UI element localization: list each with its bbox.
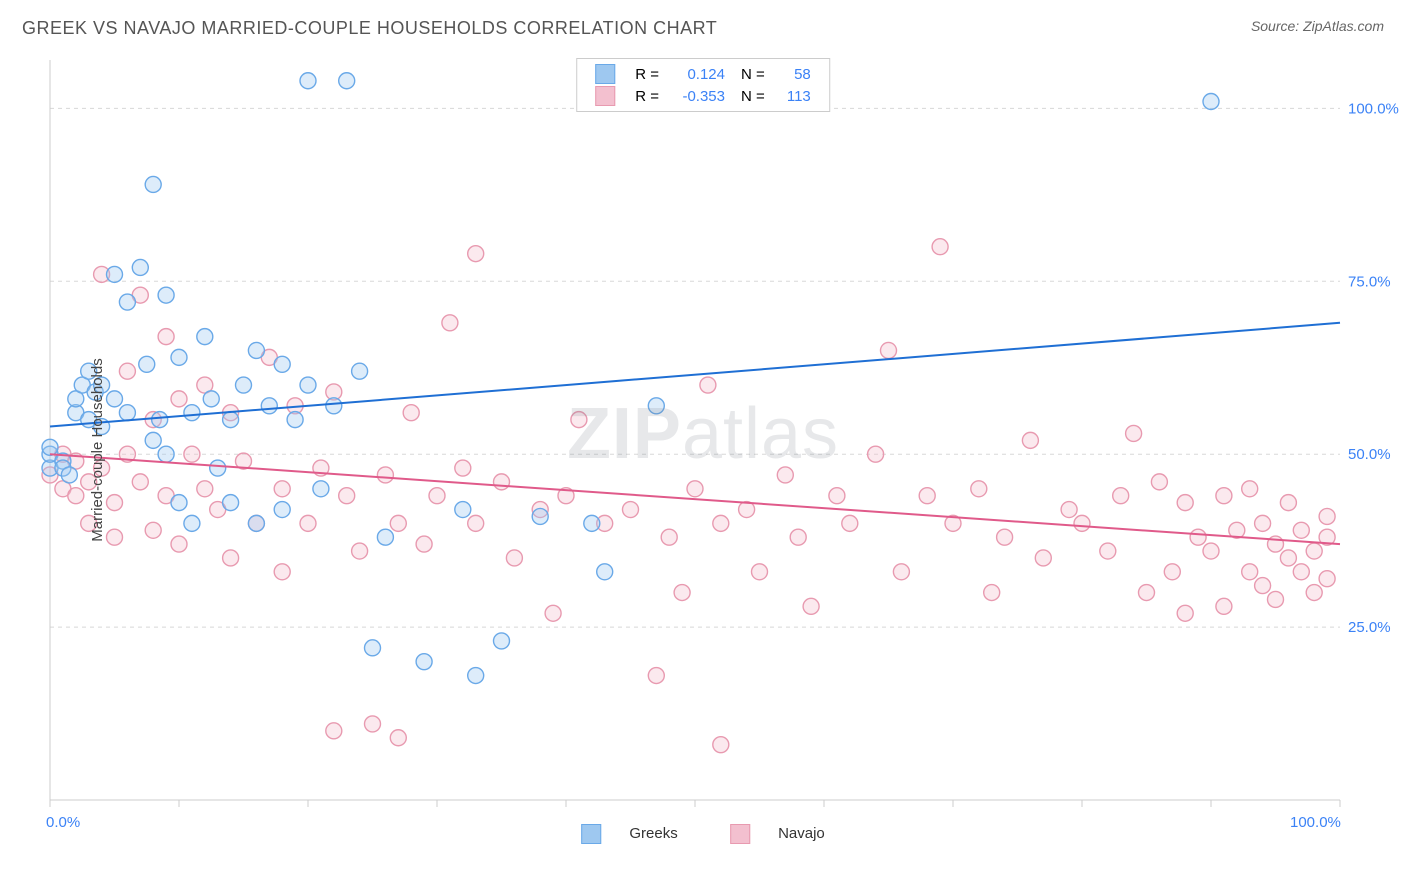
swatch-navajo bbox=[595, 86, 615, 106]
r-label: R = bbox=[627, 63, 667, 85]
series-legend: Greeks Navajo bbox=[557, 824, 849, 844]
r-label: R = bbox=[627, 85, 667, 107]
swatch-navajo-icon bbox=[730, 824, 750, 844]
y-axis-label: Married-couple Households bbox=[89, 358, 106, 541]
x-axis-max-label: 100.0% bbox=[1290, 814, 1341, 831]
legend-row-greeks: R = 0.124 N = 58 bbox=[587, 63, 819, 85]
n-label: N = bbox=[733, 85, 773, 107]
r-value-navajo: -0.353 bbox=[667, 85, 733, 107]
svg-text:75.0%: 75.0% bbox=[1348, 273, 1391, 290]
source-prefix: Source: bbox=[1251, 18, 1303, 34]
n-value-greeks: 58 bbox=[773, 63, 819, 85]
legend-row-navajo: R = -0.353 N = 113 bbox=[587, 85, 819, 107]
svg-text:50.0%: 50.0% bbox=[1348, 446, 1391, 463]
correlation-legend: R = 0.124 N = 58 R = -0.353 N = 113 bbox=[576, 58, 830, 112]
x-axis-min-label: 0.0% bbox=[46, 814, 80, 831]
swatch-greeks-icon bbox=[581, 824, 601, 844]
svg-text:100.0%: 100.0% bbox=[1348, 100, 1399, 117]
n-value-navajo: 113 bbox=[773, 85, 819, 107]
scatter-chart: 25.0% 50.0% 75.0% 100.0% bbox=[0, 50, 1406, 850]
chart-header: GREEK VS NAVAJO MARRIED-COUPLE HOUSEHOLD… bbox=[0, 0, 1406, 47]
source-attribution: Source: ZipAtlas.com bbox=[1251, 18, 1384, 34]
legend-item-navajo: Navajo bbox=[718, 825, 837, 842]
n-label: N = bbox=[733, 63, 773, 85]
chart-title: GREEK VS NAVAJO MARRIED-COUPLE HOUSEHOLD… bbox=[22, 18, 717, 39]
svg-text:25.0%: 25.0% bbox=[1348, 619, 1391, 636]
legend-item-greeks: Greeks bbox=[569, 825, 690, 842]
source-link[interactable]: ZipAtlas.com bbox=[1303, 18, 1384, 34]
swatch-greeks bbox=[595, 64, 615, 84]
chart-container: Married-couple Households 25.0% 50.0% 75.0… bbox=[0, 50, 1406, 850]
r-value-greeks: 0.124 bbox=[667, 63, 733, 85]
